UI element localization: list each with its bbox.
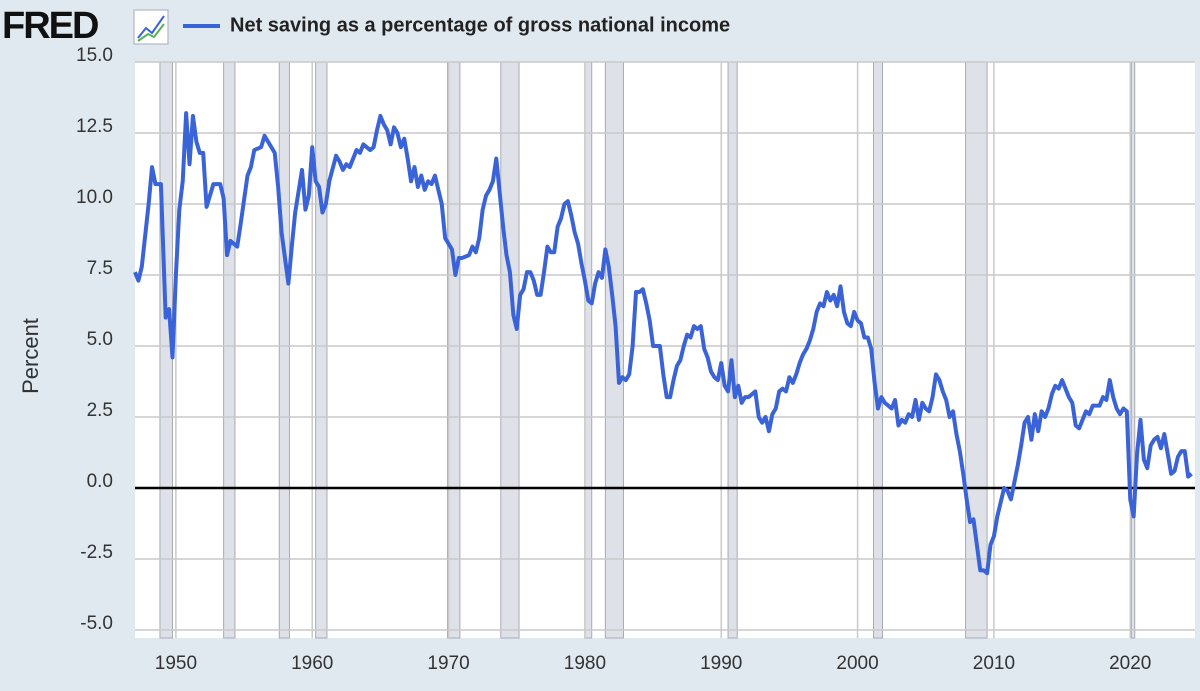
- x-tick-label: 1980: [564, 653, 606, 674]
- recession-band: [223, 61, 236, 639]
- recession-band: [1130, 61, 1136, 639]
- x-tick-label: 2020: [1109, 653, 1151, 674]
- logo: FRED: [2, 5, 98, 47]
- x-tick-label: 2000: [836, 653, 878, 674]
- y-tick-label: 2.5: [87, 400, 113, 421]
- x-tick-label: 1990: [700, 653, 742, 674]
- logo-icon-line: [137, 23, 165, 42]
- y-tick-label: 15.0: [76, 45, 113, 66]
- y-tick-label: 5.0: [87, 329, 113, 350]
- y-tick-label: -5.0: [80, 613, 113, 634]
- y-tick-label: 12.5: [76, 116, 113, 137]
- plot-area: [135, 62, 1195, 638]
- recession-band: [315, 61, 328, 639]
- y-tick-label: 0.0: [87, 471, 113, 492]
- recession-band: [584, 61, 593, 639]
- series-line: [133, 111, 1193, 576]
- recession-band: [604, 61, 624, 639]
- x-tick-label: 2010: [973, 653, 1015, 674]
- y-tick-label: 10.0: [76, 187, 113, 208]
- legend-label: Net saving as a percentage of gross nati…: [230, 14, 730, 36]
- recession-band: [500, 61, 520, 639]
- y-tick-label: -2.5: [80, 542, 113, 563]
- recession-band: [446, 61, 461, 639]
- recession-band: [873, 61, 884, 639]
- y-tick-label: 7.5: [87, 258, 113, 279]
- x-tick-label: 1970: [427, 653, 469, 674]
- y-axis-label: Percent: [18, 318, 43, 394]
- x-tick-label: 1950: [155, 653, 197, 674]
- logo-icon-line: [137, 15, 165, 39]
- recession-band: [727, 61, 738, 639]
- x-tick-label: 1960: [291, 653, 333, 674]
- recession-band: [278, 61, 290, 639]
